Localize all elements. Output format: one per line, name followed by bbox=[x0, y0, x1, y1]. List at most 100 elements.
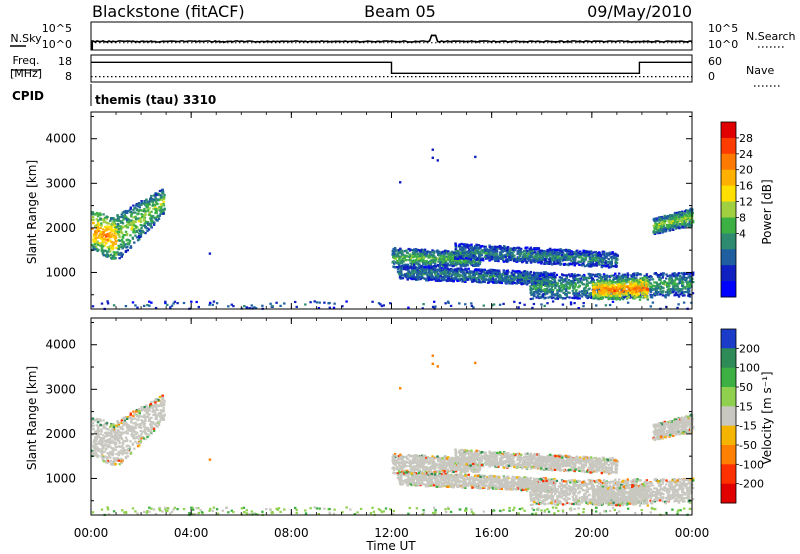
power-cell bbox=[488, 246, 492, 249]
power-cell bbox=[403, 256, 406, 259]
power-cell bbox=[109, 239, 112, 242]
power-cell bbox=[625, 291, 628, 294]
power-cell bbox=[142, 219, 146, 222]
power-cell bbox=[454, 244, 458, 247]
power-cell bbox=[488, 244, 491, 247]
power-cell bbox=[486, 270, 489, 273]
power-cell bbox=[550, 290, 553, 293]
power-cell bbox=[573, 263, 576, 266]
power-cell bbox=[538, 287, 541, 290]
beam-title: Beam 05 bbox=[364, 2, 436, 21]
power-cell bbox=[558, 279, 561, 282]
power-cell bbox=[549, 281, 552, 285]
power-cell bbox=[536, 286, 539, 289]
power-cell bbox=[512, 275, 516, 278]
power-cell bbox=[420, 273, 423, 276]
power-cell bbox=[401, 255, 404, 258]
power-cell bbox=[99, 226, 102, 230]
power-cell bbox=[470, 252, 473, 255]
power-cell bbox=[538, 261, 541, 264]
power-cell bbox=[598, 292, 602, 295]
power-cell bbox=[115, 228, 118, 231]
power-cell bbox=[104, 238, 108, 241]
power-cell bbox=[410, 266, 413, 269]
power-cell bbox=[520, 276, 523, 279]
power-cell bbox=[686, 280, 690, 283]
power-cell bbox=[105, 253, 108, 257]
power-cell bbox=[572, 286, 575, 289]
power-cell bbox=[588, 292, 591, 295]
power-cell bbox=[117, 230, 120, 233]
power-cell bbox=[111, 257, 115, 260]
power-cell bbox=[444, 267, 447, 270]
power-cell bbox=[565, 253, 569, 256]
power-cell bbox=[615, 281, 619, 285]
power-cell bbox=[691, 292, 695, 295]
power-cell bbox=[420, 248, 424, 251]
power-cell bbox=[600, 287, 603, 290]
power-cell bbox=[438, 269, 441, 272]
nsky-label: N.Sky bbox=[10, 32, 42, 45]
power-cell bbox=[425, 253, 428, 256]
power-cell bbox=[416, 278, 420, 281]
power-cell bbox=[139, 217, 143, 220]
power-cell bbox=[436, 257, 439, 260]
power-cell bbox=[133, 231, 137, 234]
power-cell bbox=[485, 249, 488, 252]
power-cell bbox=[592, 251, 595, 254]
power-cell bbox=[98, 230, 101, 233]
power-cell bbox=[551, 259, 554, 262]
power-cell bbox=[468, 250, 472, 253]
power-cell bbox=[138, 232, 141, 235]
power-cell bbox=[542, 290, 545, 293]
power-cell bbox=[397, 261, 400, 264]
power-cell bbox=[100, 237, 103, 241]
freq-left-tick-top: 18 bbox=[58, 55, 72, 68]
power-cell bbox=[680, 290, 684, 293]
power-cell bbox=[591, 259, 594, 262]
power-cell bbox=[158, 189, 162, 193]
power-cell bbox=[457, 257, 460, 260]
power-cell bbox=[102, 213, 105, 216]
power-cell bbox=[132, 204, 135, 207]
power-cell bbox=[434, 268, 437, 271]
power-cell bbox=[609, 287, 613, 290]
power-cell bbox=[428, 256, 431, 259]
power-cell bbox=[491, 253, 494, 256]
power-cell bbox=[454, 274, 457, 277]
power-cell bbox=[495, 252, 498, 255]
power-cell bbox=[582, 278, 585, 281]
power-cell bbox=[139, 218, 142, 221]
power-cell bbox=[562, 249, 565, 252]
power-cell bbox=[597, 295, 600, 298]
power-cell bbox=[470, 248, 474, 251]
power-cell bbox=[558, 249, 561, 252]
power-cell bbox=[394, 248, 397, 251]
power-cell bbox=[474, 279, 478, 283]
freq-left-tick-bottom: 8 bbox=[65, 70, 72, 83]
power-cell bbox=[129, 208, 132, 211]
power-cell bbox=[567, 256, 570, 259]
power-cell bbox=[405, 259, 408, 262]
power-cell bbox=[99, 213, 102, 216]
power-cell bbox=[101, 243, 104, 247]
power-cell bbox=[112, 236, 115, 239]
power-cell bbox=[525, 270, 529, 273]
power-cell bbox=[115, 253, 118, 256]
power-cell bbox=[584, 256, 587, 259]
power-cell bbox=[610, 294, 613, 297]
power-cell bbox=[107, 248, 111, 251]
power-cell bbox=[674, 291, 678, 294]
power-cell bbox=[124, 243, 127, 246]
power-cell bbox=[628, 287, 631, 290]
power-cell bbox=[484, 257, 488, 260]
power-cell bbox=[462, 243, 465, 246]
power-cell bbox=[458, 268, 461, 271]
power-cell bbox=[412, 266, 415, 269]
power-cell bbox=[550, 288, 554, 292]
power-cell bbox=[138, 228, 141, 231]
power-cell bbox=[500, 278, 503, 281]
power-cell bbox=[469, 277, 473, 280]
power-cell bbox=[560, 250, 564, 253]
power-cell bbox=[462, 257, 465, 260]
